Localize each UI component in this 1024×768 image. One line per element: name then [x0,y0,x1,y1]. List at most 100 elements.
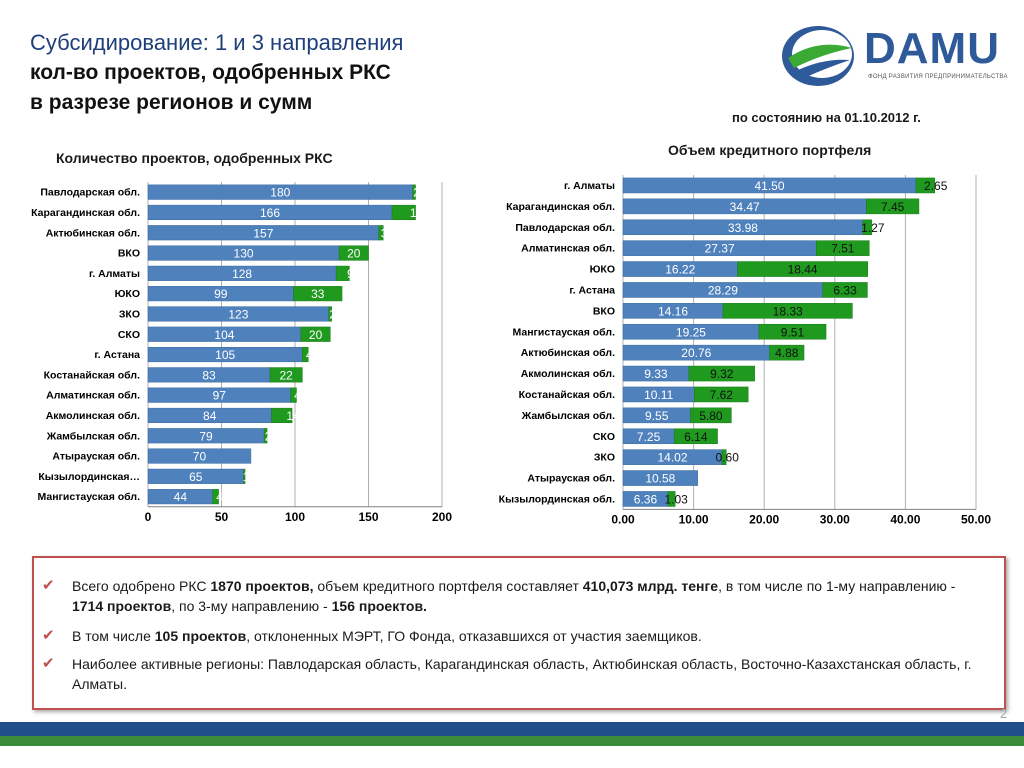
category-label: г. Алматы [564,180,615,192]
projects-bar-chart: 0 50 100 150 200 Павлодарская обл. 180 2 Караган… [31,182,452,524]
value-label-direction3: 1.03 [664,492,688,506]
bar-direction3 [263,428,268,444]
value-label-direction3: 7.45 [881,200,905,214]
value-label-direction3: 0.60 [716,451,740,465]
bar-direction3 [822,282,868,298]
value-label-direction3: 4 [294,389,301,403]
category-label: Павлодарская обл. [40,187,140,199]
value-label-direction1: 180 [270,186,290,200]
bar-direction3 [412,184,416,200]
value-label-direction3: 3 [381,226,388,240]
value-label-direction3: 2 [265,429,272,443]
value-label-direction3: 18.33 [773,304,803,318]
bullet1-bold-c: 1714 проектов [72,598,172,614]
category-label: ВКО [118,248,140,260]
bullet1-text-c: , в том числе по 1-му направлению - [718,578,956,594]
summary-bullet-3: ✔ Наиболее активные регионы: Павлодарска… [42,654,986,694]
value-label-direction1: 7.25 [637,430,661,444]
category-label: Павлодарская обл. [515,222,615,234]
value-label-direction1: 14.16 [658,304,688,318]
bullet2-text-a: В том числе [72,628,155,644]
slide-title: Субсидирование: 1 и 3 направления кол-во… [30,28,590,118]
value-label-direction3: 5.80 [699,409,723,423]
bullet1-bold-b: 410,073 млрд. тенге [582,578,719,594]
bar-direction3 [866,198,920,215]
category-label: ЮКО [115,288,140,300]
checkmark-icon: ✔ [42,627,55,644]
value-label-direction1: 14.02 [657,451,687,465]
damu-logo-icon [782,26,854,86]
value-label-direction1: 34.47 [730,200,760,214]
bar-direction3 [690,407,732,424]
value-label-direction1: 99 [214,287,228,301]
bullet1-text-a: Всего одобрено РКС [72,578,211,594]
value-label-direction1: 83 [202,368,216,382]
category-label: Жамбылская обл. [46,430,140,442]
category-label: СКО [593,431,615,443]
value-label-direction1: 27.37 [705,242,735,256]
bar-direction3 [243,468,246,484]
bar-direction3 [335,265,350,281]
summary-bullet-1: ✔ Всего одобрено РКС 1870 проектов, объе… [42,576,986,616]
category-label: Жамбылская обл. [521,410,615,422]
bar-direction3 [737,261,868,277]
value-label-direction3: 9 [347,267,354,281]
bullet2-text-b: , отклоненных МЭРТ, ГО Фонда, отказавших… [246,628,702,644]
bullet1-text-b: объем кредитного портфеля составляет [313,578,583,594]
value-label-direction1: 10.58 [645,472,675,486]
value-label-direction3: 4.88 [775,346,799,360]
bar-direction3 [212,489,219,505]
category-label: г. Алматы [89,268,140,280]
category-label: Атырауская обл. [52,451,140,463]
value-label-direction1: 65 [189,470,203,484]
bullet1-text-d: , по 3-му направлению - [171,598,332,614]
logo-subtitle: ФОНД РАЗВИТИЯ ПРЕДПРИНИМАТЕЛЬСТВА [868,74,1008,80]
value-label-direction1: 97 [213,389,227,403]
bar-direction3 [391,204,416,221]
value-label-direction1: 19.25 [676,325,706,339]
bar-direction3 [688,365,755,382]
value-label-direction1: 84 [203,409,217,423]
category-label: Мангистауская обл. [513,326,616,338]
value-label-direction1: 33.98 [728,221,758,235]
footer-bar-blue [0,722,1024,736]
value-label-direction1: 41.50 [754,179,784,193]
logo-text: DAMU [864,24,1000,73]
value-label-direction3: 20 [309,328,323,342]
category-label: Акмолинская обл. [521,368,615,380]
summary-box: ✔ Всего одобрено РКС 1870 проектов, объе… [32,556,1006,710]
report-date: по состоянию на 01.10.2012 г. [732,110,921,125]
checkmark-icon: ✔ [42,577,55,594]
value-label-direction3: 2 [329,307,336,321]
value-label-direction3: 1 [243,470,250,484]
value-label-direction1: 70 [193,450,207,464]
value-label-direction3: 4 [216,490,223,504]
bar-direction3 [378,225,384,241]
bullet3-text: Наиболее активные регионы: Павлодарская … [72,656,972,692]
category-label: Алматинская обл. [46,390,140,402]
bullet1-bold-a: 1870 проектов, [210,578,314,594]
value-label-direction3: 22 [280,368,294,382]
portfolio-bar-chart: 0.00 10.00 20.00 30.00 40.00 50.00 г. Алматы 41… [499,175,991,526]
bar-direction3 [328,306,332,322]
category-label: Костанайская обл. [44,369,140,381]
value-label-direction3: 7.62 [710,388,734,402]
x-tick-label: 20.00 [749,512,779,526]
bar-direction3 [673,428,718,445]
checkmark-icon: ✔ [42,655,55,672]
title-line-3: в разрезе регионов и сумм [30,91,313,114]
bar-direction3 [300,326,331,342]
bar-direction3 [758,323,827,340]
value-label-direction3: 6.14 [684,430,708,444]
category-label: Карагандинская обл. [506,201,615,213]
value-label-direction1: 6.36 [634,492,658,506]
category-label: Кызылординская… [38,471,140,483]
value-label-direction3: 1.27 [861,221,885,235]
bar-direction3 [815,240,870,256]
bar-direction3 [721,449,727,465]
title-line-1: Субсидирование: 1 и 3 направления [30,30,404,55]
value-label-direction3: 2 [413,186,420,200]
value-label-direction3: 9.51 [781,325,805,339]
value-label-direction1: 130 [234,247,254,261]
title-line-2: кол-во проектов, одобренных РКС [30,61,391,84]
